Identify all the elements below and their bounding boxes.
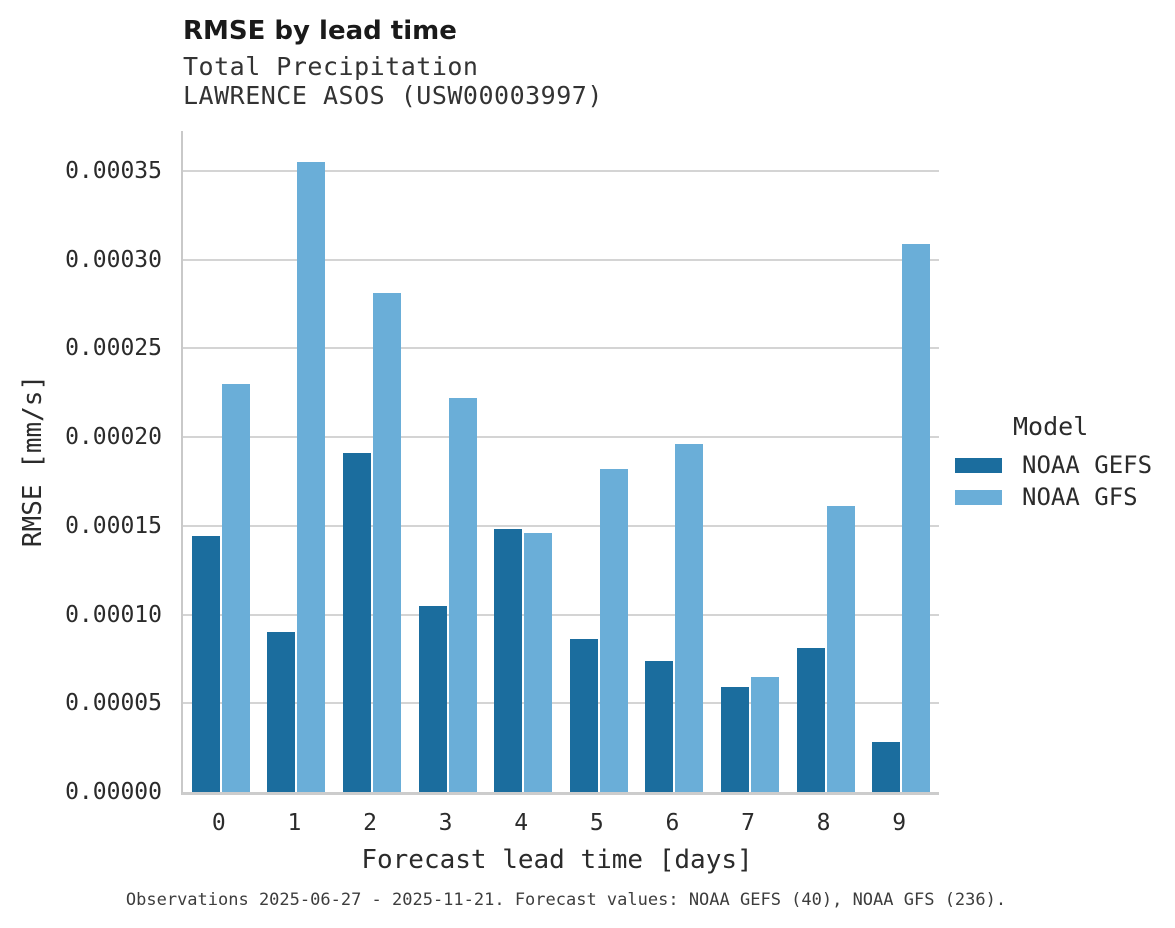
x-axis-tick-labels: 0 1 2 3 4 5 6 7 8 9 <box>181 810 937 844</box>
bar-noaa-gfs-lead-8 <box>826 506 855 792</box>
bar-noaa-gefs-lead-1 <box>267 632 296 792</box>
plot-area <box>181 131 939 795</box>
bar-noaa-gfs-lead-1 <box>297 162 326 792</box>
bar-noaa-gfs-lead-5 <box>599 469 628 792</box>
bar-group-0 <box>183 131 259 792</box>
bar-group-5 <box>561 131 637 792</box>
x-tick-label: 2 <box>363 810 377 836</box>
bar-noaa-gefs-lead-6 <box>645 660 674 792</box>
gridline <box>183 524 939 527</box>
bar-noaa-gfs-lead-4 <box>524 532 553 792</box>
x-tick-label: 5 <box>589 810 604 836</box>
bar-group-3 <box>410 131 486 792</box>
gridline <box>183 169 939 172</box>
bar-noaa-gefs-lead-4 <box>494 529 523 792</box>
bar-noaa-gefs-lead-2 <box>342 453 371 792</box>
bar-group-6 <box>637 131 713 792</box>
gridline <box>183 347 939 350</box>
bar-noaa-gefs-lead-0 <box>191 536 220 792</box>
legend-item-noaa-gfs: NOAA GFS <box>955 481 1170 513</box>
chart-subtitle-variable: Total Precipitation <box>183 52 479 81</box>
y-tick-label: 0.00015 <box>65 512 162 539</box>
gridline <box>183 436 939 439</box>
bar-noaa-gfs-lead-3 <box>448 398 477 792</box>
chart-title: RMSE by lead time <box>183 16 457 46</box>
gridline <box>183 258 939 261</box>
chart-subtitle-station: LAWRENCE ASOS (USW00003997) <box>183 81 603 110</box>
x-tick-label: 9 <box>892 810 907 836</box>
bar-noaa-gfs-lead-7 <box>750 676 779 792</box>
legend-label-noaa-gefs: NOAA GEFS <box>1022 451 1153 479</box>
y-tick-label: 0.00025 <box>65 335 162 362</box>
legend-label-noaa-gfs: NOAA GFS <box>1022 483 1138 511</box>
bar-noaa-gefs-lead-3 <box>418 605 447 792</box>
x-axis-label: Forecast lead time [days] <box>361 845 753 875</box>
bar-noaa-gefs-lead-9 <box>872 742 901 792</box>
y-tick-label: 0.00020 <box>65 424 162 451</box>
y-tick-label: 0.00030 <box>65 246 162 273</box>
bar-group-2 <box>334 131 410 792</box>
bar-group-8 <box>788 131 864 792</box>
legend-swatch-noaa-gfs <box>955 489 1002 505</box>
figure-caption: Observations 2025-06-27 - 2025-11-21. Fo… <box>125 890 1007 910</box>
bar-group-9 <box>863 131 939 792</box>
bar-groups <box>183 131 939 792</box>
bar-noaa-gfs-lead-6 <box>675 444 704 792</box>
x-tick-label: 3 <box>438 810 453 836</box>
y-tick-label: 0.00005 <box>65 690 162 717</box>
bar-group-7 <box>712 131 788 792</box>
bar-group-1 <box>259 131 335 792</box>
gridline <box>183 702 939 705</box>
x-tick-label: 1 <box>287 810 302 836</box>
bar-noaa-gefs-lead-7 <box>720 687 749 792</box>
x-tick-label: 0 <box>211 810 226 836</box>
legend-item-noaa-gefs: NOAA GEFS <box>955 449 1170 481</box>
x-tick-label: 7 <box>741 810 755 836</box>
y-tick-label: 0.00035 <box>65 157 162 184</box>
gridline <box>183 613 939 616</box>
x-tick-label: 6 <box>665 810 680 836</box>
bar-noaa-gfs-lead-0 <box>221 383 250 792</box>
bar-noaa-gefs-lead-5 <box>569 639 598 792</box>
bar-noaa-gefs-lead-8 <box>796 648 825 792</box>
y-tick-label: 0.00000 <box>65 779 162 805</box>
x-tick-label: 8 <box>816 810 831 836</box>
bar-noaa-gfs-lead-2 <box>372 293 401 792</box>
y-axis-tick-labels: 0.00000 0.00005 0.00010 0.00015 0.00020 0.000… <box>0 131 162 805</box>
legend-swatch-noaa-gefs <box>955 457 1002 473</box>
legend: Model NOAA GEFS NOAA GFS <box>955 412 1170 513</box>
legend-title: Model <box>1013 412 1089 441</box>
bar-group-4 <box>485 131 561 792</box>
y-tick-label: 0.00010 <box>65 601 162 628</box>
x-tick-label: 4 <box>514 810 529 836</box>
bar-noaa-gfs-lead-9 <box>902 243 931 792</box>
